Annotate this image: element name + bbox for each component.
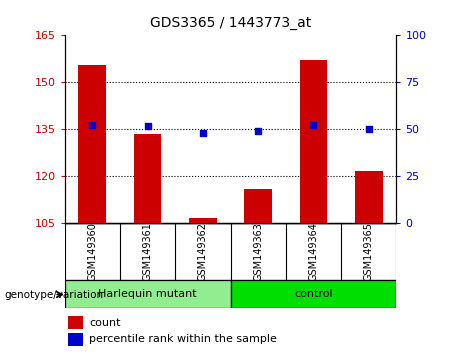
Text: GSM149361: GSM149361 <box>142 222 153 281</box>
Text: percentile rank within the sample: percentile rank within the sample <box>89 334 278 344</box>
Point <box>254 128 262 134</box>
Point <box>89 122 96 127</box>
Bar <box>300 61 327 223</box>
Bar <box>230 280 396 308</box>
Point <box>310 122 317 128</box>
Bar <box>65 280 230 308</box>
Bar <box>355 171 383 223</box>
Text: GSM149365: GSM149365 <box>364 222 374 281</box>
Point <box>144 124 151 129</box>
Bar <box>68 333 83 346</box>
Bar <box>244 189 272 223</box>
Bar <box>189 218 217 223</box>
Text: genotype/variation: genotype/variation <box>5 290 104 299</box>
Text: GDS3365 / 1443773_at: GDS3365 / 1443773_at <box>150 16 311 30</box>
Text: GSM149362: GSM149362 <box>198 222 208 281</box>
Text: GSM149363: GSM149363 <box>253 222 263 281</box>
Bar <box>78 65 106 223</box>
Text: control: control <box>294 289 333 299</box>
Point <box>199 130 207 136</box>
Text: GSM149360: GSM149360 <box>87 222 97 281</box>
Point <box>365 126 372 132</box>
Bar <box>134 134 161 223</box>
Text: GSM149364: GSM149364 <box>308 222 319 281</box>
Text: count: count <box>89 318 121 327</box>
Bar <box>68 316 83 329</box>
Text: Harlequin mutant: Harlequin mutant <box>98 289 197 299</box>
